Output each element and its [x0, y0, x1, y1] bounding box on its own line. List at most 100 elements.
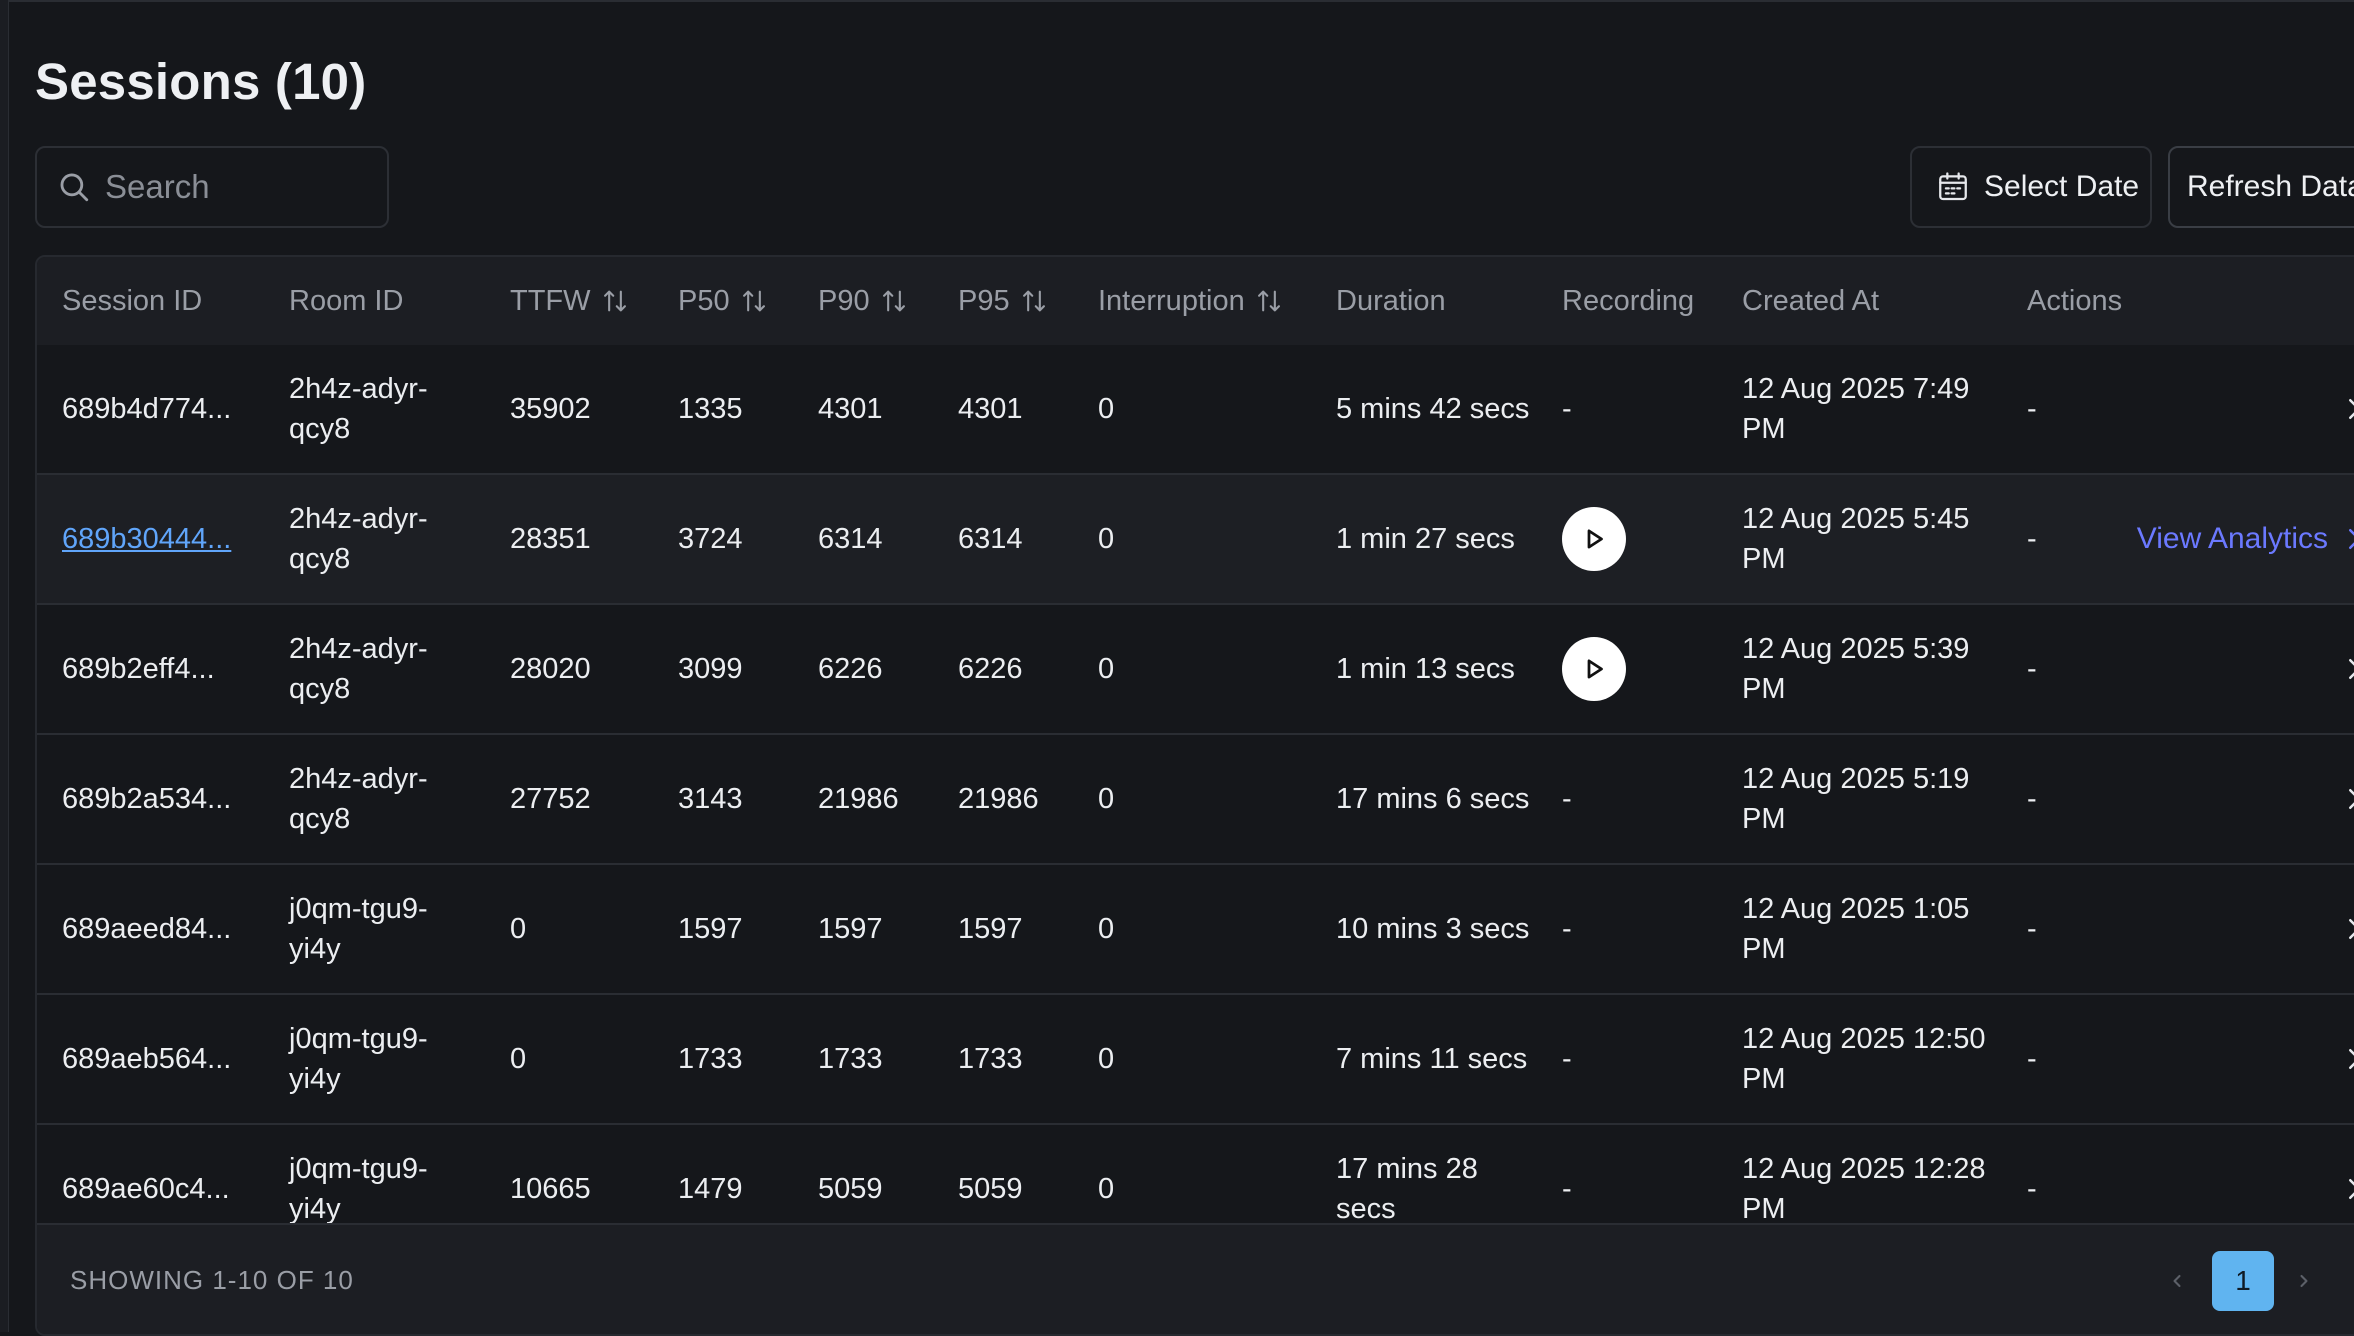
chevron-right-icon — [2300, 1274, 2308, 1287]
refresh-data-label: Refresh Data — [2187, 170, 2354, 203]
play-recording-button[interactable] — [1562, 507, 1626, 571]
sort-icon[interactable] — [880, 286, 908, 316]
row-action[interactable] — [2336, 865, 2354, 993]
table-row[interactable]: 689b4d774... 2h4z-adyr-qcy8 35902 1335 4301 4… — [37, 345, 2354, 475]
cell-text: 28351 — [510, 523, 591, 555]
table-row[interactable]: 689aeed84... j0qm-tgu9-yi4y 0 1597 1597 1597 0… — [37, 865, 2354, 995]
cell-text: 1597 — [818, 913, 883, 945]
chevron-right-icon-wrap[interactable] — [2336, 522, 2354, 556]
search-input[interactable] — [103, 167, 367, 207]
cell-text: 1 min 13 secs — [1336, 653, 1515, 685]
column-label: Session ID — [62, 284, 203, 317]
table-row[interactable]: 689b2eff4... 2h4z-adyr-qcy8 28020 3099 6226 6… — [37, 605, 2354, 735]
column-header-actions: Actions — [2027, 257, 2122, 345]
chevron-right-icon-wrap[interactable] — [2336, 1172, 2354, 1206]
cell-created-at: 12 Aug 2025 1:05 PM — [1742, 865, 2002, 993]
column-label: TTFW — [510, 284, 591, 317]
play-recording-button[interactable] — [1562, 637, 1626, 701]
sort-icon[interactable] — [740, 286, 768, 316]
cell-text: 3724 — [678, 523, 743, 555]
cell-text: 12 Aug 2025 7:49 PM — [1742, 373, 1970, 445]
chevron-right-icon-wrap[interactable] — [2336, 782, 2354, 816]
session-id[interactable]: 689b30444... — [62, 523, 232, 555]
calendar-icon — [1939, 172, 1967, 201]
table-row[interactable]: 689aeb564... j0qm-tgu9-yi4y 0 1733 1733 1733 0… — [37, 995, 2354, 1125]
cell-room-id: 2h4z-adyr-qcy8 — [289, 345, 469, 473]
sort-icon[interactable] — [1020, 286, 1048, 316]
previous-page-button[interactable] — [2167, 1225, 2187, 1334]
cell-p50: 3724 — [678, 475, 808, 603]
cell-text: 5 mins 42 secs — [1336, 393, 1530, 425]
cell-created-at: 12 Aug 2025 7:49 PM — [1742, 345, 2002, 473]
column-header-ttfw[interactable]: TTFW — [510, 257, 629, 345]
column-header-recording: Recording — [1562, 257, 1694, 345]
cell-text: 2h4z-adyr-qcy8 — [289, 763, 428, 835]
chevron-right-icon-wrap[interactable] — [2336, 652, 2354, 686]
cell-session-id: 689b4d774... — [62, 345, 262, 473]
column-label: Duration — [1336, 284, 1446, 317]
chevron-right-icon-wrap[interactable] — [2336, 1042, 2354, 1076]
session-id[interactable]: 689aeb564... — [62, 1043, 232, 1075]
column-header-p50[interactable]: P50 — [678, 257, 768, 345]
table-row[interactable]: 689b2a534... 2h4z-adyr-qcy8 27752 3143 21986… — [37, 735, 2354, 865]
row-action[interactable] — [2336, 1125, 2354, 1253]
play-icon — [1587, 529, 1603, 549]
session-id[interactable]: 689b2a534... — [62, 783, 232, 815]
row-action[interactable] — [2336, 345, 2354, 473]
cell-p95: 1597 — [958, 865, 1088, 993]
cell-room-id: 2h4z-adyr-qcy8 — [289, 735, 469, 863]
next-page-button[interactable] — [2294, 1225, 2314, 1334]
cell-interruption: 0 — [1098, 475, 1298, 603]
row-action[interactable] — [2336, 735, 2354, 863]
column-header-p90[interactable]: P90 — [818, 257, 908, 345]
table-row[interactable]: 689b30444... 2h4z-adyr-qcy8 28351 3724 6314 6… — [37, 475, 2354, 605]
search-box[interactable] — [35, 146, 389, 228]
cell-p50: 1597 — [678, 865, 808, 993]
row-action[interactable] — [2336, 995, 2354, 1123]
column-header-interruption[interactable]: Interruption — [1098, 257, 1283, 345]
chevron-right-icon-wrap[interactable] — [2336, 392, 2354, 426]
table-footer: SHOWING 1-10 OF 10 1 — [37, 1223, 2354, 1334]
row-action[interactable] — [2336, 605, 2354, 733]
cell-text: 1733 — [958, 1043, 1023, 1075]
cell-recording — [1562, 475, 1712, 603]
cell-text: - — [1562, 783, 1572, 815]
table-header: Session ID Room ID TTFW P50 P90 P95 Inte… — [37, 257, 2354, 347]
cell-text: 1479 — [678, 1173, 743, 1205]
cell-created-at: 12 Aug 2025 5:45 PM — [1742, 475, 2002, 603]
cell-duration: 10 mins 3 secs — [1336, 865, 1536, 993]
sort-icon[interactable] — [1255, 286, 1283, 316]
cell-text: 12 Aug 2025 12:50 PM — [1742, 1023, 1986, 1095]
cell-text: - — [2027, 1173, 2037, 1205]
cell-text: - — [2027, 913, 2037, 945]
column-header-p95[interactable]: P95 — [958, 257, 1048, 345]
cell-text: - — [2027, 393, 2037, 425]
chevron-right-icon-wrap[interactable] — [2336, 912, 2354, 946]
page-number-button[interactable]: 1 — [2212, 1251, 2274, 1311]
session-id[interactable]: 689b4d774... — [62, 393, 232, 425]
view-analytics-link[interactable]: View Analytics — [2136, 522, 2328, 555]
chevron-right-icon — [2349, 399, 2354, 419]
cell-p95: 4301 — [958, 345, 1088, 473]
cell-recording: - — [1562, 995, 1712, 1123]
session-id[interactable]: 689b2eff4... — [62, 653, 215, 685]
select-date-button[interactable]: Select Date — [1910, 146, 2152, 228]
column-label: Created At — [1742, 284, 1880, 317]
cell-text: 2h4z-adyr-qcy8 — [289, 633, 428, 705]
session-id[interactable]: 689aeed84... — [62, 913, 232, 945]
cell-actions: - — [2027, 605, 2087, 733]
refresh-data-button[interactable]: Refresh Data — [2168, 146, 2354, 228]
cell-duration: 1 min 13 secs — [1336, 605, 1536, 733]
cell-session-id: 689ae60c4... — [62, 1125, 262, 1253]
cell-created-at: 12 Aug 2025 12:28 PM — [1742, 1125, 2002, 1253]
sort-icon[interactable] — [601, 286, 629, 316]
page-title: Sessions (10) — [35, 53, 367, 110]
cell-p95: 6314 — [958, 475, 1088, 603]
sessions-table: Session ID Room ID TTFW P50 P90 P95 Inte… — [35, 255, 2354, 1336]
showing-count: SHOWING 1-10 OF 10 — [70, 1265, 354, 1295]
cell-text: - — [1562, 913, 1572, 945]
cell-p95: 6226 — [958, 605, 1088, 733]
row-action[interactable]: View Analytics — [2137, 475, 2354, 603]
session-id[interactable]: 689ae60c4... — [62, 1173, 230, 1205]
cell-interruption: 0 — [1098, 1125, 1298, 1253]
